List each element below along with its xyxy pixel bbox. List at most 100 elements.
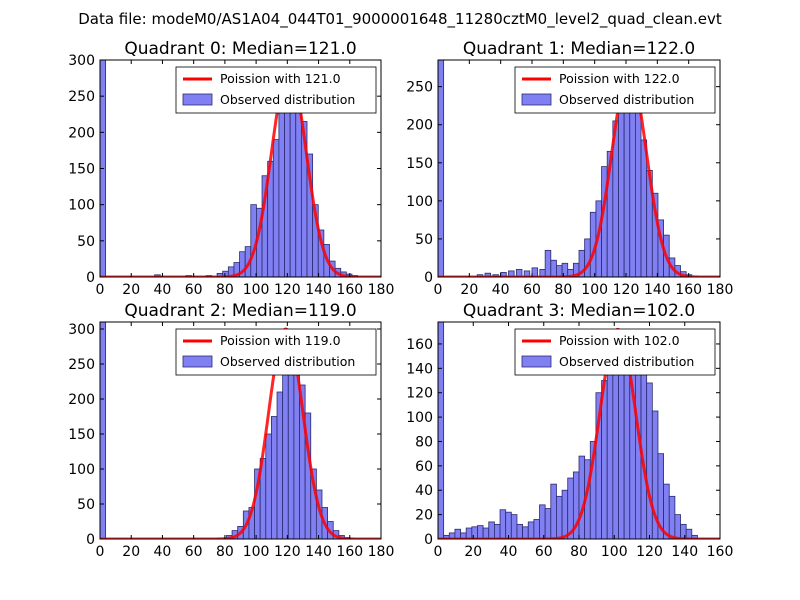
bar-45 xyxy=(691,534,698,539)
legend-curve-label: Poission with 122.0 xyxy=(559,71,680,86)
x-tick-label: 140 xyxy=(305,544,332,560)
legend-bars-label: Observed distribution xyxy=(559,92,694,107)
bar-25 xyxy=(578,455,586,539)
y-tick-label: 140 xyxy=(406,361,433,377)
bar-33 xyxy=(623,358,631,539)
y-tick-label: 100 xyxy=(68,198,95,214)
y-tick-label: 250 xyxy=(406,80,433,96)
y-tick-label: 200 xyxy=(68,392,95,408)
bar-9 xyxy=(271,416,278,539)
legend-bars-swatch xyxy=(521,355,552,368)
chart-quadrant-3: 0 20 40 60 80 100 120 140 160 0 20 40 60 80 100 120 140 1… xyxy=(406,301,733,560)
x-tick-label: 100 xyxy=(243,544,270,560)
legend-bars-swatch xyxy=(521,93,552,106)
legend: Poission with 119.0 Observed distribution xyxy=(175,328,377,376)
bar-31 xyxy=(612,355,619,539)
bar-6 xyxy=(471,526,478,539)
bar-24 xyxy=(623,86,631,277)
bar-19 xyxy=(544,508,552,539)
bar-7 xyxy=(523,270,531,277)
bar-10 xyxy=(544,249,552,277)
bar-10 xyxy=(493,523,501,539)
x-tick-label: 20 xyxy=(464,544,482,560)
poisson-curve xyxy=(438,69,720,277)
legend: Poission with 122.0 Observed distribution xyxy=(514,66,716,114)
x-tick-label: 0 xyxy=(434,544,443,560)
bar-14 xyxy=(272,139,280,277)
x-tick-label: 40 xyxy=(154,282,172,298)
bar-0 xyxy=(100,322,107,539)
chart-title: Quadrant 0: Median=121.0 xyxy=(124,39,356,59)
y-tick-label: 160 xyxy=(406,337,433,353)
x-tick-label: 40 xyxy=(154,544,172,560)
bar-8 xyxy=(531,267,539,277)
x-tick-label: 120 xyxy=(613,282,640,298)
x-tick-label: 20 xyxy=(122,282,140,298)
bar-15 xyxy=(278,88,285,277)
bar-9 xyxy=(488,521,495,539)
x-tick-label: 20 xyxy=(122,544,140,560)
y-tick-label: 200 xyxy=(68,125,95,141)
bar-20 xyxy=(550,483,557,539)
legend-bars-label: Observed distribution xyxy=(559,354,694,369)
y-tick-label: 40 xyxy=(415,483,433,499)
poisson-curve xyxy=(100,327,381,539)
x-tick-label: 80 xyxy=(570,544,588,560)
y-tick-label: 0 xyxy=(424,532,433,548)
x-tick-label: 160 xyxy=(707,544,734,560)
x-tick-label: 0 xyxy=(434,282,443,298)
y-tick-label: 120 xyxy=(406,386,433,402)
axes-frame xyxy=(99,321,382,540)
bar-8 xyxy=(265,433,272,539)
y-tick-label: 150 xyxy=(406,156,433,172)
x-tick-label: 100 xyxy=(581,282,608,298)
bar-12 xyxy=(556,265,563,277)
bar-15 xyxy=(522,526,529,539)
bar-2 xyxy=(484,272,492,277)
x-tick-label: 180 xyxy=(707,282,734,298)
y-tick-label: 150 xyxy=(68,427,95,443)
axes-frame xyxy=(437,59,721,278)
bar-10 xyxy=(276,391,284,539)
y-tick-label: 200 xyxy=(406,118,433,134)
bar-5 xyxy=(508,270,515,277)
chart-title: Quadrant 2: Median=119.0 xyxy=(124,301,356,321)
charts-container: 0 20 40 60 80 100 120 140 160 1800501001502002503… xyxy=(68,39,733,560)
bar-41 xyxy=(668,495,676,539)
x-tick-label: 100 xyxy=(243,282,270,298)
x-tick-label: 140 xyxy=(305,282,332,298)
y-tick-label: 100 xyxy=(406,410,433,426)
histogram-bars xyxy=(100,322,351,539)
bar-12 xyxy=(505,511,512,539)
legend-curve-label: Poission with 102.0 xyxy=(559,333,680,348)
x-tick-label: 140 xyxy=(644,282,671,298)
y-tick-label: 20 xyxy=(415,508,433,524)
x-tick-label: 60 xyxy=(535,544,553,560)
bar-5 xyxy=(465,527,473,539)
x-tick-label: 60 xyxy=(185,544,203,560)
x-tick-label: 40 xyxy=(500,544,518,560)
bar-16 xyxy=(527,521,535,539)
y-tick-label: 50 xyxy=(415,232,433,248)
bar-7 xyxy=(477,525,484,539)
bar-21 xyxy=(556,495,563,539)
x-tick-label: 20 xyxy=(460,282,478,298)
legend-bars-swatch xyxy=(182,93,213,106)
bar-11 xyxy=(499,509,507,539)
bar-44 xyxy=(685,528,693,539)
x-tick-label: 60 xyxy=(185,282,203,298)
legend: Poission with 121.0 Observed distribution xyxy=(175,66,377,114)
bar-11 xyxy=(282,349,289,539)
x-tick-label: 120 xyxy=(636,544,663,560)
x-tick-label: 100 xyxy=(601,544,628,560)
x-tick-label: 180 xyxy=(368,282,395,298)
chart-title: Quadrant 1: Median=122.0 xyxy=(463,39,695,59)
legend-bars-swatch xyxy=(182,355,213,368)
bar-16 xyxy=(284,92,291,277)
y-tick-label: 300 xyxy=(68,53,95,69)
y-tick-label: 80 xyxy=(415,434,433,450)
y-tick-label: 100 xyxy=(68,462,95,478)
x-tick-label: 80 xyxy=(216,282,234,298)
y-tick-label: 50 xyxy=(77,234,95,250)
